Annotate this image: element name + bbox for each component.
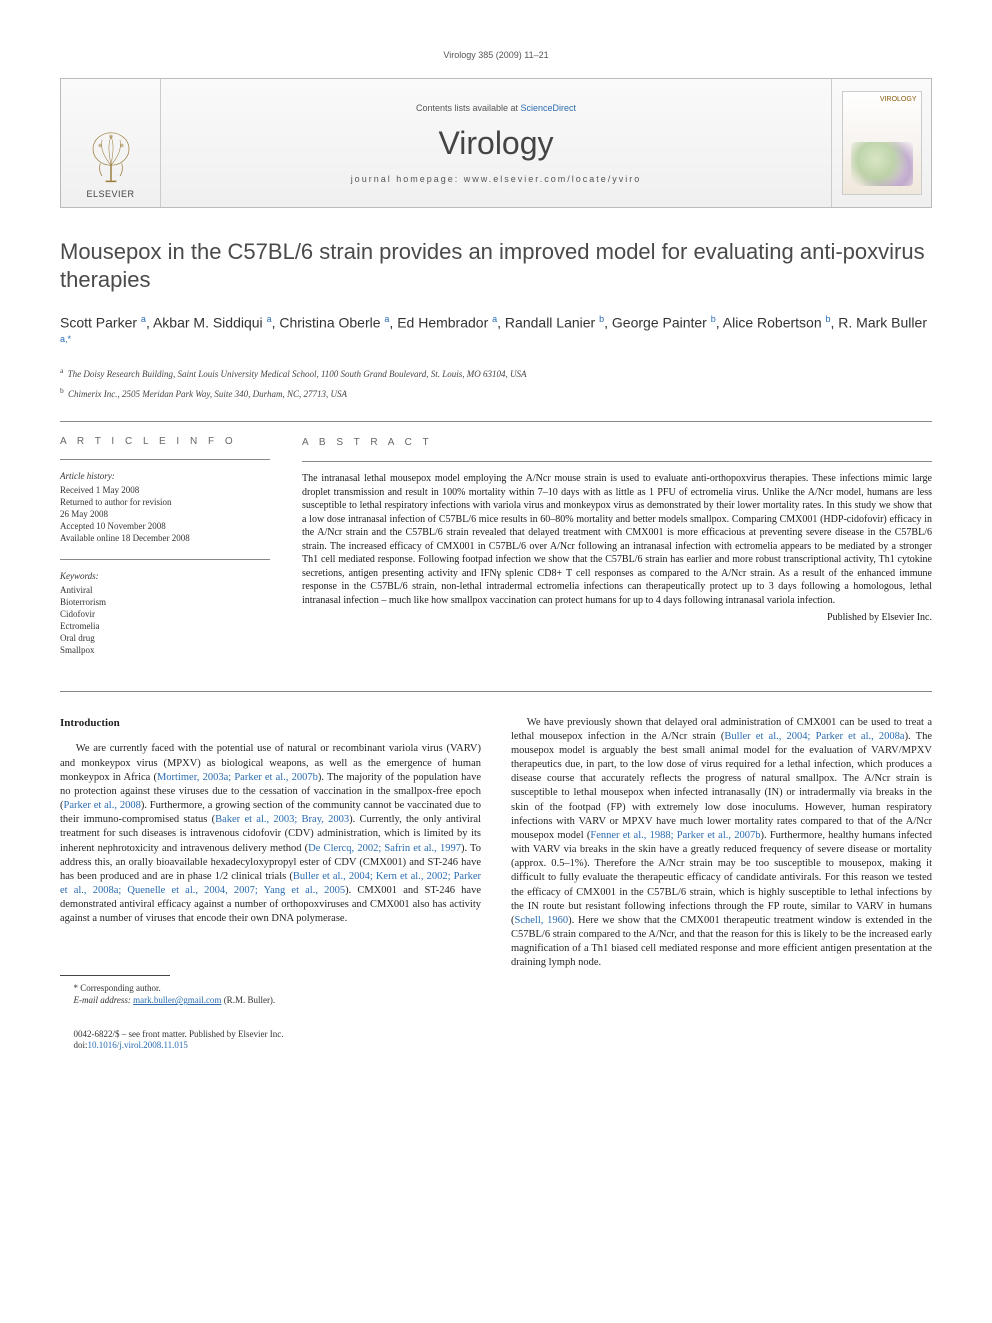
journal-homepage-line: journal homepage: www.elsevier.com/locat… xyxy=(351,174,642,184)
affiliation-a: a The Doisy Research Building, Saint Lou… xyxy=(60,366,932,381)
footer-bottom: 0042-6822/$ – see front matter. Publishe… xyxy=(60,1029,481,1052)
homepage-url: www.elsevier.com/locate/yviro xyxy=(464,174,642,184)
running-head: Virology 385 (2009) 11–21 xyxy=(60,50,932,60)
corresponding-email-link[interactable]: mark.buller@gmail.com xyxy=(133,995,221,1005)
abstract-rule xyxy=(302,461,932,462)
info-rule xyxy=(60,459,270,460)
article-title: Mousepox in the C57BL/6 strain provides … xyxy=(60,238,932,293)
history-line: Returned to author for revision xyxy=(60,496,270,508)
abstract-text: The intranasal lethal mousepox model emp… xyxy=(302,472,932,607)
body-column-left: Introduction We are currently faced with… xyxy=(60,716,481,1053)
intro-paragraph-2: We have previously shown that delayed or… xyxy=(511,716,932,971)
homepage-prefix: journal homepage: xyxy=(351,174,464,184)
author-list: Scott Parker a, Akbar M. Siddiqui a, Chr… xyxy=(60,313,932,354)
abstract-heading: A B S T R A C T xyxy=(302,436,932,450)
history-line: Accepted 10 November 2008 xyxy=(60,520,270,532)
keywords-label: Keywords: xyxy=(60,570,270,582)
info-rule-2 xyxy=(60,559,270,560)
abstract-column: A B S T R A C T The intranasal lethal mo… xyxy=(302,436,932,671)
corresponding-email-name: (R.M. Buller). xyxy=(224,995,276,1005)
history-line: Received 1 May 2008 xyxy=(60,484,270,496)
introduction-heading: Introduction xyxy=(60,716,481,731)
publisher-logo-block: ELSEVIER xyxy=(61,79,161,207)
keyword-item: Bioterrorism xyxy=(60,596,270,608)
history-line: Available online 18 December 2008 xyxy=(60,532,270,544)
elsevier-tree-icon xyxy=(84,129,138,187)
doi-label: doi: xyxy=(74,1040,88,1050)
publisher-label: ELSEVIER xyxy=(86,189,134,199)
email-label: E-mail address: xyxy=(74,995,131,1005)
keyword-item: Smallpox xyxy=(60,644,270,656)
contents-lists-line: Contents lists available at ScienceDirec… xyxy=(416,103,576,113)
keyword-item: Antiviral xyxy=(60,584,270,596)
intro-paragraph-1: We are currently faced with the potentia… xyxy=(60,742,481,926)
article-info-column: A R T I C L E I N F O Article history: R… xyxy=(60,436,270,671)
affiliation-b-text: Chimerix Inc., 2505 Meridan Park Way, Su… xyxy=(68,389,347,399)
doi-link[interactable]: 10.1016/j.virol.2008.11.015 xyxy=(88,1040,188,1050)
contents-prefix: Contents lists available at xyxy=(416,103,521,113)
keyword-item: Oral drug xyxy=(60,632,270,644)
body-column-right: We have previously shown that delayed or… xyxy=(511,716,932,1053)
journal-cover-thumb: VIROLOGY xyxy=(842,91,922,195)
corresponding-author-block: * Corresponding author. E-mail address: … xyxy=(60,975,481,1007)
history-line: 26 May 2008 xyxy=(60,508,270,520)
affiliation-a-text: The Doisy Research Building, Saint Louis… xyxy=(68,369,527,379)
journal-masthead: ELSEVIER Contents lists available at Sci… xyxy=(60,78,932,208)
section-rule-bottom xyxy=(60,691,932,692)
sciencedirect-link[interactable]: ScienceDirect xyxy=(521,103,577,113)
footnote-rule xyxy=(60,975,170,976)
corresponding-author-label: * Corresponding author. xyxy=(60,982,481,995)
article-history-label: Article history: xyxy=(60,470,270,482)
article-info-heading: A R T I C L E I N F O xyxy=(60,436,270,447)
section-rule-top xyxy=(60,421,932,422)
journal-name: Virology xyxy=(438,125,553,162)
keyword-item: Cidofovir xyxy=(60,608,270,620)
published-by: Published by Elsevier Inc. xyxy=(302,611,932,625)
issn-line: 0042-6822/$ – see front matter. Publishe… xyxy=(60,1029,481,1041)
affiliation-b: b Chimerix Inc., 2505 Meridan Park Way, … xyxy=(60,386,932,401)
keyword-item: Ectromelia xyxy=(60,620,270,632)
